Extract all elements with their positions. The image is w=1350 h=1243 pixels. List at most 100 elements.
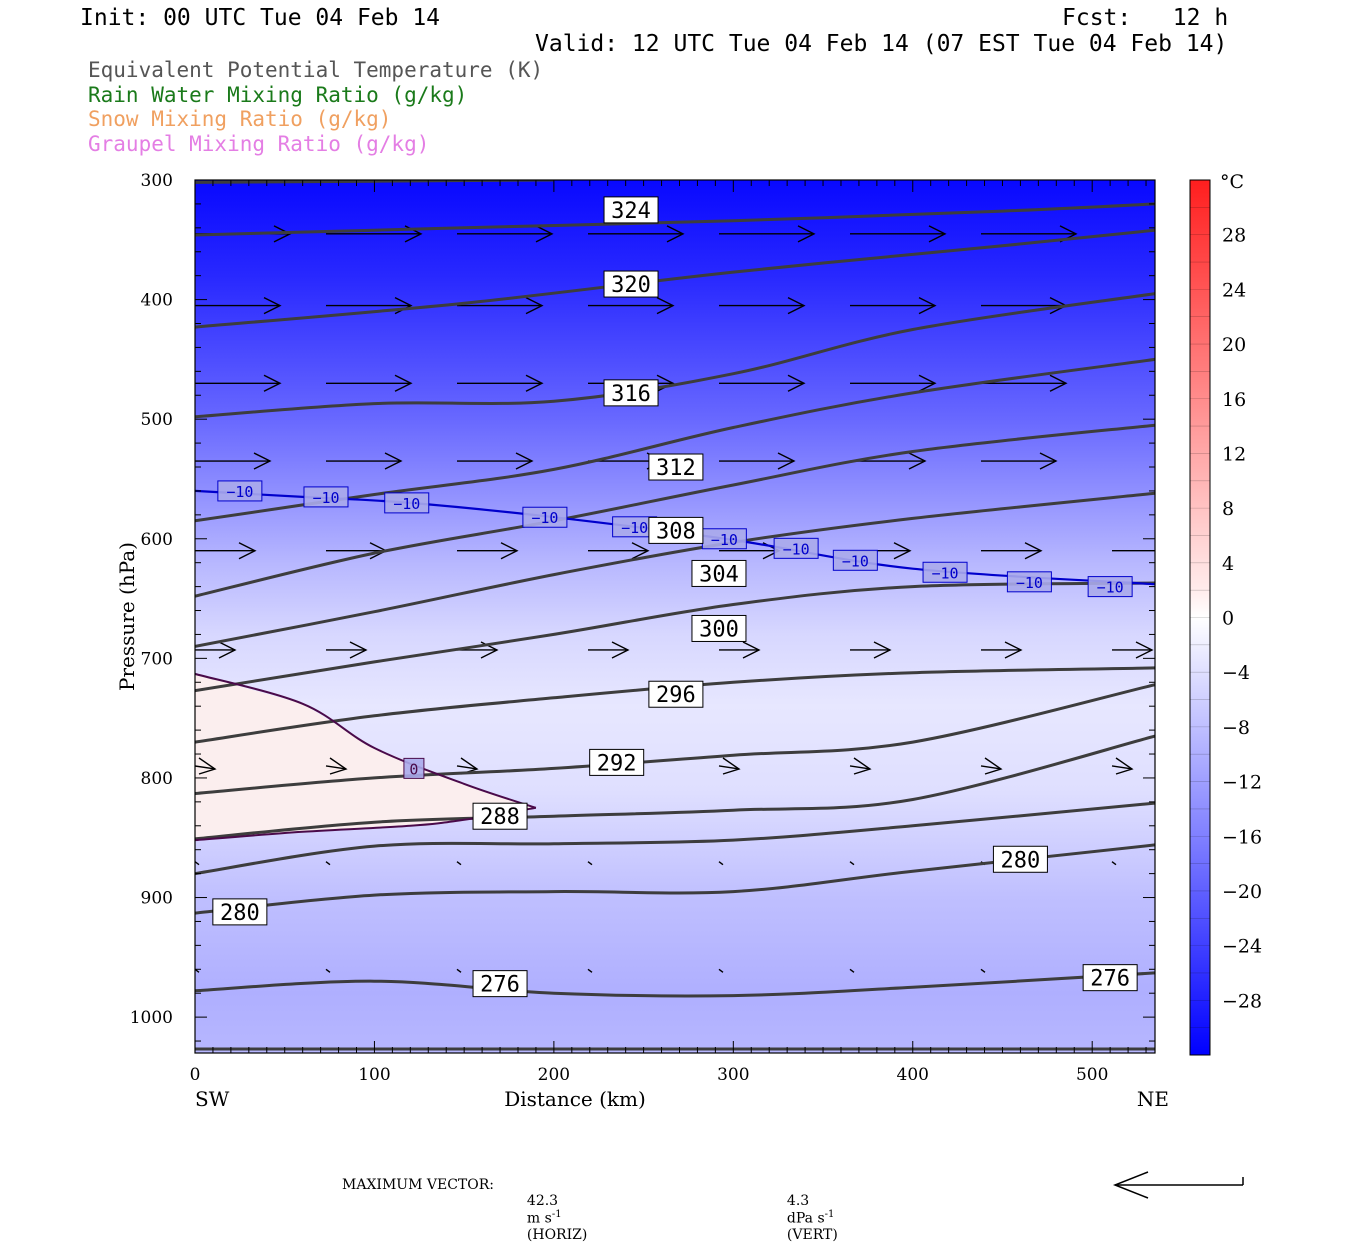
vert-exponent: -1 [824,1209,835,1220]
theta-e-line [195,491,1155,648]
wind-vector-head [631,542,650,560]
isotherm-label-box [217,480,263,502]
theta-e-line [195,734,1155,841]
wind-vector-head [525,374,544,392]
theta-e-label: 288 [480,805,520,830]
wind-vector [587,968,593,973]
colorbar-tick-label: −24 [1222,936,1262,958]
wind-vector-head [928,225,947,243]
theta-e-label: 324 [611,199,651,224]
theta-e-label-box [691,614,747,642]
isotherm-label-box [773,537,819,559]
wind-vector-head [500,542,519,560]
horiz-tag: (HORIZ) [526,1226,588,1243]
isotherm-label-box [832,549,878,571]
wind-vector-head [918,296,937,315]
isotherm-label: −10 [226,483,253,501]
wind-vector-head [525,296,544,315]
wind-vector-head [611,641,630,659]
theta-e-line [195,971,1155,998]
wind-vector [326,1071,330,1074]
wind-vector-head [742,641,761,659]
overlay: −10 −10 −10 −10 −10 −10 −10 −10 −10 −10 −10 0 324 320… [212,196,1138,998]
isotherm-label: −10 [531,509,558,527]
wind-vector-head [656,296,675,315]
theta-e-line [195,202,1155,237]
theta-e-label-box [603,270,659,298]
wind-vector-head [656,374,675,392]
x-tick-label: 100 [358,1065,390,1085]
wind-vector-head [893,542,912,560]
theta-e-label-box [603,379,659,407]
wind-vector [588,1071,592,1074]
wind-vector [587,861,593,866]
theta-e-label: 280 [220,901,260,926]
temperature-fill [195,180,1155,1053]
forecast-hour: Fcst: 12 h [1062,5,1229,31]
theta-e-line [195,683,1155,795]
theta-e-label: 296 [656,683,696,708]
legend-theta-e: Equivalent Potential Temperature (K) [88,58,544,82]
theta-e-label: 292 [597,751,637,776]
wind-vector [850,1071,854,1074]
plot-frame [194,179,1156,1054]
colorbar-tick-label: 16 [1222,389,1246,411]
colorbar-tick-label: 24 [1222,279,1246,301]
axes: 0 100 200 300 400 500 300 400 500 600 700 800 900 100… [115,171,1169,1111]
colorbar-tick-label: −28 [1222,990,1262,1012]
wind-vector-head [853,757,872,775]
x-right-label: NE [1137,1087,1169,1111]
isotherm-label: 0 [409,760,418,778]
wind-vector-head [666,225,685,243]
wind-vector [849,861,855,866]
theta-e-label-box [691,559,747,587]
wind-vector [980,765,1002,770]
wind-vector [1111,765,1133,770]
x-tick-label: 400 [897,1065,929,1085]
isotherm-label-box [403,757,425,779]
isotherm-zero [195,672,537,809]
isotherm-label: −10 [711,531,738,549]
theta-e-label: 308 [656,519,696,544]
x-tick-label: 500 [1076,1065,1108,1085]
colorbar-tick-label: 4 [1222,553,1234,575]
theta-e-label: 276 [1090,967,1130,992]
legend-snow: Snow Mixing Ratio (g/kg) [88,107,392,131]
colorbar: 28 24 20 16 12 8 4 0 −4 −8 −12 −16 −20 −24 −28 °C [1189,171,1262,1056]
legend-graupel: Graupel Mixing Ratio (g/kg) [88,132,430,156]
theta-e-label: 312 [656,456,696,481]
theta-e-label: 280 [1001,848,1041,873]
theta-e-label: 320 [611,273,651,298]
isotherm-label: −10 [1016,574,1043,592]
wind-vector-head [384,452,403,470]
legend-rain: Rain Water Mixing Ratio (g/kg) [88,83,468,107]
wind-vector [325,968,331,973]
y-tick-label: 500 [141,410,173,430]
colorbar-unit: °C [1220,171,1244,193]
wind-vector-head [1049,374,1068,392]
theta-e-label: 300 [699,617,739,642]
reference-vector [1112,1171,1244,1199]
wind-vector [718,765,740,770]
isotherm-label: −10 [393,495,420,513]
y-tick-label: 700 [141,649,173,669]
vert-value: 4.3 [786,1193,810,1209]
colorbar-tick-label: 12 [1222,443,1246,465]
isotherm-label-box [303,486,349,508]
vert-unit: dPa s [786,1210,825,1227]
isotherm-label-box [522,506,568,528]
wind-vector-head [777,452,796,470]
colorbar-tick-label: 0 [1222,608,1234,630]
wind-vector [1112,1071,1116,1074]
wind-vector-head [263,374,282,392]
wind-vector-head [1024,542,1043,560]
wind-vector [456,765,478,770]
wind-vector-head [394,374,413,392]
above-freezing-region [195,673,536,841]
wind-vector-head [253,452,272,470]
wind-vector [718,968,724,973]
y-tick-label: 900 [141,889,173,909]
horiz-exponent: -1 [551,1209,562,1220]
wind-vector-head [515,452,534,470]
wind-vector-head [394,296,413,315]
